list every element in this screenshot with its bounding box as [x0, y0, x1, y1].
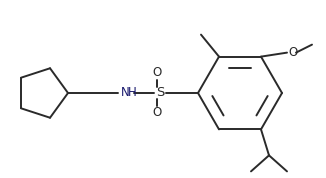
- Text: O: O: [152, 106, 162, 119]
- Text: O: O: [152, 67, 162, 80]
- Text: N: N: [121, 87, 129, 100]
- Text: O: O: [288, 46, 297, 59]
- Text: S: S: [156, 87, 164, 100]
- Text: H: H: [127, 87, 136, 100]
